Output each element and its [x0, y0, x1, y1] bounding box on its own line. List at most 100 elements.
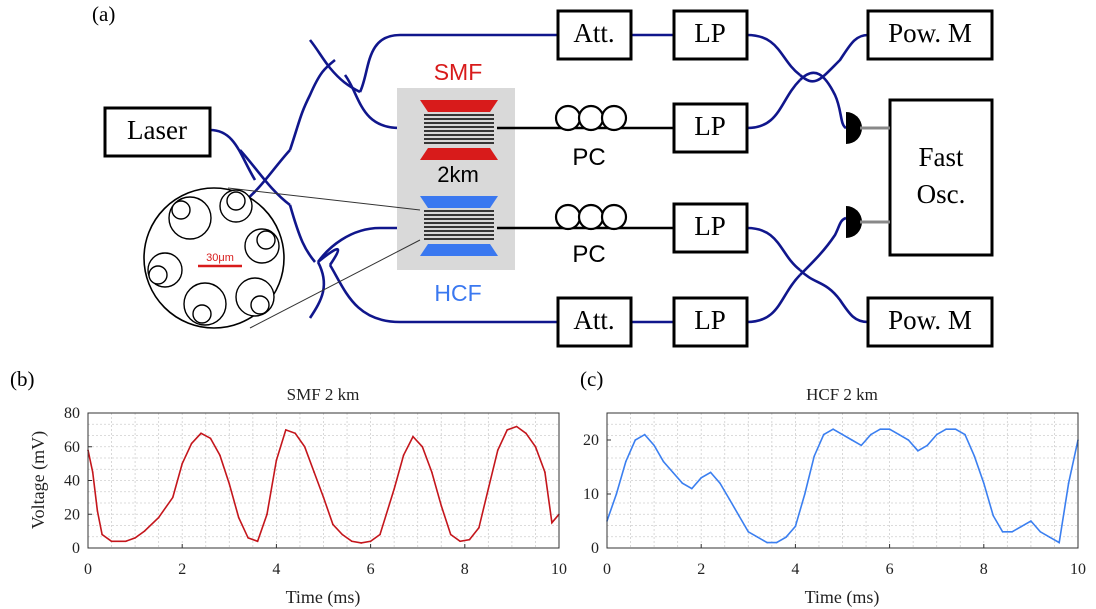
fiber-lp2-out [746, 79, 801, 130]
hcf-cross-section-inset: 30μm [143, 187, 421, 329]
fiber-top-tail [308, 39, 361, 94]
data-point-b [369, 540, 372, 543]
y-tick-label-b: 0 [72, 540, 80, 557]
data-point-b [256, 540, 259, 543]
data-point-c [785, 536, 787, 538]
data-point-c [728, 498, 731, 501]
fiber-lp3-out [746, 226, 801, 272]
data-point-b [285, 429, 287, 431]
data-point-b [322, 496, 325, 499]
attenuator-top: Att. [556, 9, 633, 61]
y-tick-label-b: 40 [64, 473, 80, 490]
data-point-b [143, 530, 146, 532]
pc-bottom-label: PC [572, 241, 605, 268]
data-point-c [766, 541, 768, 544]
y-tick-label-c: 10 [583, 486, 599, 503]
chart-c-xlabel: Time (ms) [805, 587, 880, 608]
data-point-c [954, 428, 957, 431]
photodetector-top [846, 112, 890, 144]
length-label: 2km [437, 162, 479, 187]
oscilloscope-label-line1: Fast [918, 142, 964, 172]
fiber-lp4-out [746, 274, 801, 324]
data-point-b [544, 471, 546, 473]
fiber-down-branch [288, 204, 316, 263]
fiber-to-hcf [316, 226, 420, 263]
power-meter-bottom: Pow. M [866, 296, 994, 348]
data-point-c [1067, 482, 1070, 485]
data-point-b [440, 505, 443, 507]
data-point-b [266, 513, 268, 516]
data-point-c [973, 455, 976, 458]
data-point-b [506, 429, 508, 431]
data-point-b [228, 483, 231, 485]
data-point-b [412, 435, 414, 438]
data-point-c [813, 455, 816, 458]
oscilloscope-label-line2: Osc. [917, 179, 966, 209]
pc-bottom-icon [554, 203, 628, 231]
x-tick-label-c: 0 [603, 561, 611, 578]
data-point-c [869, 433, 872, 436]
data-point-b [332, 523, 334, 526]
data-point-b [110, 540, 113, 543]
data-point-c [907, 439, 910, 441]
x-tick-label-b: 2 [178, 561, 186, 578]
data-point-b [275, 459, 278, 462]
fiber-hcf-to-coupler [317, 247, 340, 266]
y-tick-label-b: 80 [64, 405, 80, 422]
data-point-b [124, 540, 127, 543]
x-tick-label-b: 8 [461, 561, 469, 578]
power-meter-top: Pow. M [866, 9, 994, 61]
data-point-c [672, 471, 674, 474]
data-point-b [91, 471, 94, 473]
lp-filter-2: LP [672, 102, 749, 154]
x-tick-label-c: 4 [791, 561, 799, 578]
data-point-b [478, 526, 480, 529]
lp-filter-3-label: LP [694, 211, 726, 241]
data-point-c [964, 433, 966, 436]
data-point-c [662, 460, 665, 463]
data-point-c [1011, 531, 1013, 533]
data-point-c [709, 471, 712, 474]
chart-c-title: HCF 2 km [806, 385, 878, 404]
attenuator-bottom: Att. [556, 296, 633, 348]
data-point-c [841, 433, 844, 436]
data-point-b [101, 533, 103, 536]
data-point-b [468, 538, 471, 541]
x-tick-label-c: 8 [980, 561, 988, 578]
data-point-c [945, 428, 947, 431]
lp-filter-3: LP [672, 202, 749, 254]
data-point-c [926, 444, 929, 447]
data-point-b [449, 533, 452, 536]
data-point-c [681, 482, 684, 485]
smf-spool-icon [420, 100, 498, 160]
attenuator-top-label: Att. [573, 18, 614, 48]
chart-c: 0 2 4 6 8 10 0 10 20 [583, 412, 1086, 578]
data-point-b [360, 542, 362, 544]
data-point-c [756, 536, 759, 538]
data-point-c [992, 514, 995, 517]
y-tick-label-c: 0 [591, 540, 599, 557]
data-point-c [625, 460, 627, 463]
data-point-c [794, 525, 797, 528]
data-point-c [1058, 541, 1060, 544]
data-point-c [983, 482, 985, 485]
lp-filter-2-label: LP [694, 111, 726, 141]
data-point-c [1020, 525, 1023, 528]
data-point-c [775, 541, 778, 544]
fiber-lp1-out [746, 33, 801, 77]
fiber-network [209, 33, 869, 324]
data-point-b [551, 521, 553, 524]
laser-box: Laser [103, 106, 212, 158]
scale-bar-label: 30μm [206, 252, 234, 264]
data-point-b [487, 488, 490, 490]
data-point-c [804, 493, 806, 495]
fiber-bottom-to-att [328, 264, 558, 324]
fiber-rc2-a [799, 269, 869, 324]
data-point-b [459, 540, 461, 543]
data-point-c [643, 433, 646, 436]
chart-b: 0 2 4 6 8 10 0 20 40 60 80 [64, 405, 567, 578]
fiber-rc2-b [799, 216, 847, 276]
data-point-c [935, 433, 938, 436]
data-point-c [738, 514, 740, 517]
fiber-rc1-a [799, 33, 869, 83]
